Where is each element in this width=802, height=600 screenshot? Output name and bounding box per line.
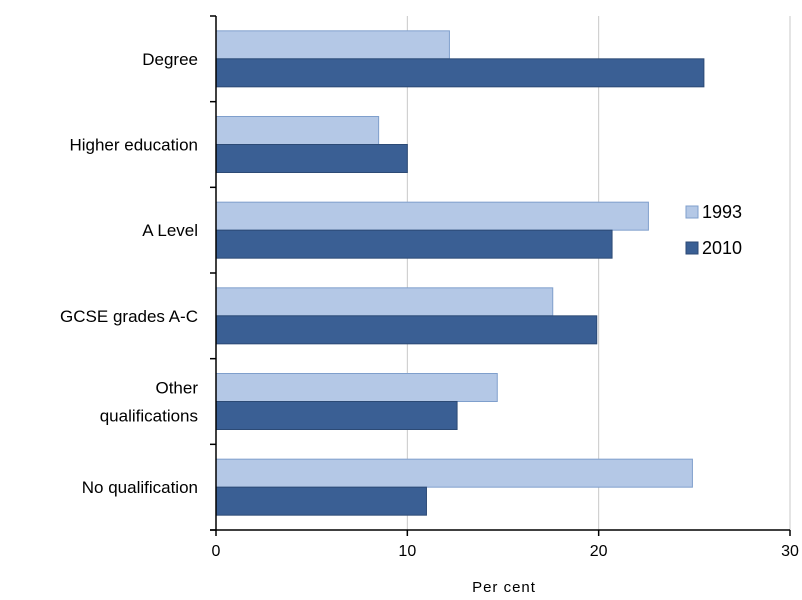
bar-1993-5 (215, 458, 693, 488)
bar-2010-1 (215, 144, 408, 173)
axes (210, 15, 791, 536)
x-tick-label-2: 20 (590, 543, 608, 560)
category-label-4: Other qualifications (100, 379, 199, 426)
x-tick-label-0: 0 (212, 543, 221, 560)
bar-1993-2 (215, 201, 649, 231)
legend-swatch-2010 (685, 241, 699, 255)
category-label-2: A Level (142, 221, 198, 240)
bar-2010-3 (215, 315, 598, 345)
x-tick-label-1: 10 (398, 543, 416, 560)
bar-1993-1 (215, 116, 380, 145)
x-axis-title: Per cent (472, 579, 536, 596)
bar-1993-3 (215, 287, 554, 317)
legend-label-1993: 1993 (702, 202, 742, 222)
bar-2010-0 (215, 58, 705, 88)
legend: 1993 2010 (685, 202, 742, 258)
bar-2010-2 (215, 229, 613, 259)
category-label-1: Higher education (69, 136, 198, 155)
bar-1993-4 (215, 373, 498, 402)
bar-2010-5 (215, 486, 427, 516)
category-label-0: Degree (142, 50, 198, 69)
bar-2010-4 (215, 401, 458, 430)
labels: 0 10 20 30 Degree Higher education A Level GCSE… (60, 50, 799, 560)
legend-swatch-1993 (685, 205, 699, 219)
x-tick-label-3: 30 (781, 543, 799, 560)
gridlines (406, 16, 791, 530)
bar-1993-0 (215, 30, 450, 60)
legend-label-2010: 2010 (702, 238, 742, 258)
category-label-3: GCSE grades A-C (60, 307, 198, 326)
bars (215, 30, 705, 516)
category-label-5: No qualification (82, 478, 198, 497)
